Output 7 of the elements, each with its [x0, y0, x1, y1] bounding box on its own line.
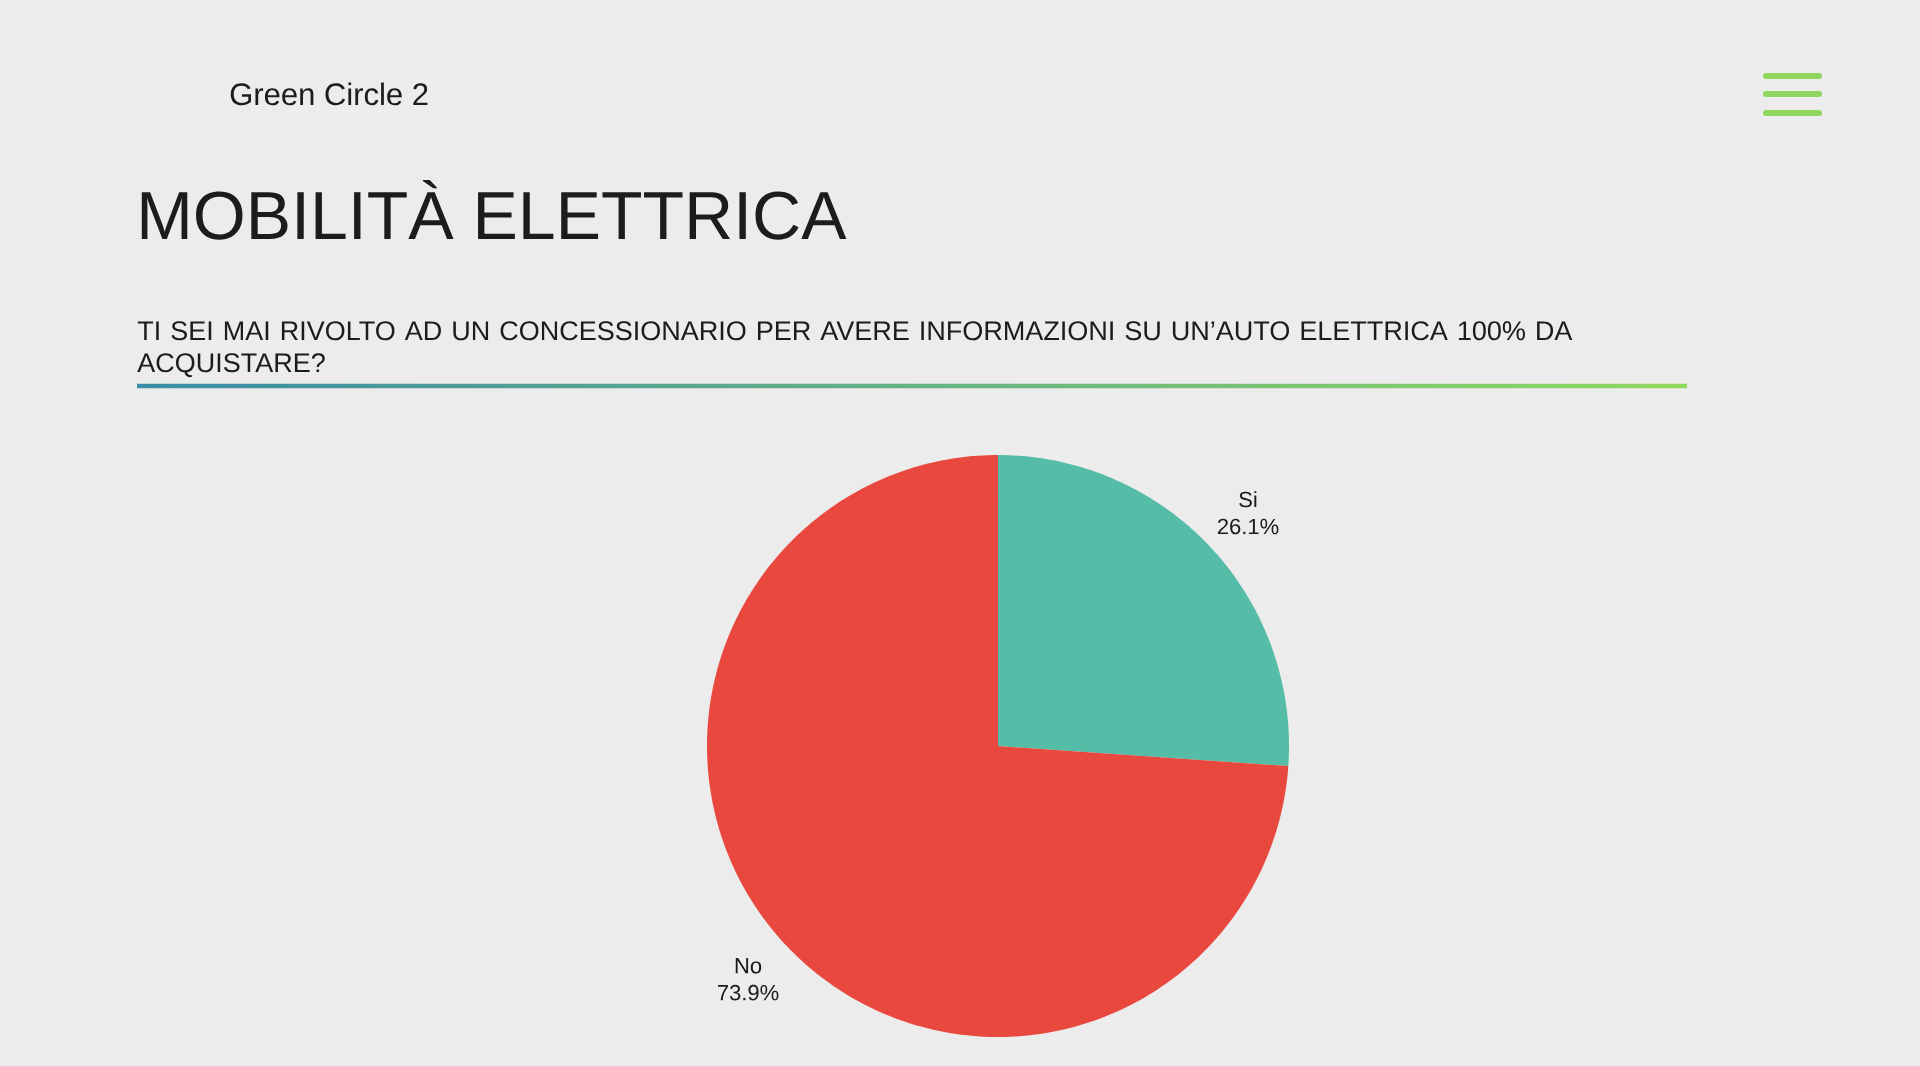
- slice-label: No: [735, 958, 762, 974]
- chart-title: MOBILITÀ ELETTRICA: [141, 180, 847, 240]
- text: Green Circle 2: [230, 82, 428, 106]
- data-label: 73.9%: [717, 984, 779, 1001]
- chart-subtitle: TI SEI MAI RIVOLTO AD UN CONCESSIONARIO PER AVERE INFORMAZIONI SU UN’AUTO ELETTRICA 100% DA ACQUISTARE?: [137, 321, 1573, 378]
- data-label: 26.1%: [1217, 518, 1279, 535]
- slice-label: Si: [1239, 491, 1257, 508]
